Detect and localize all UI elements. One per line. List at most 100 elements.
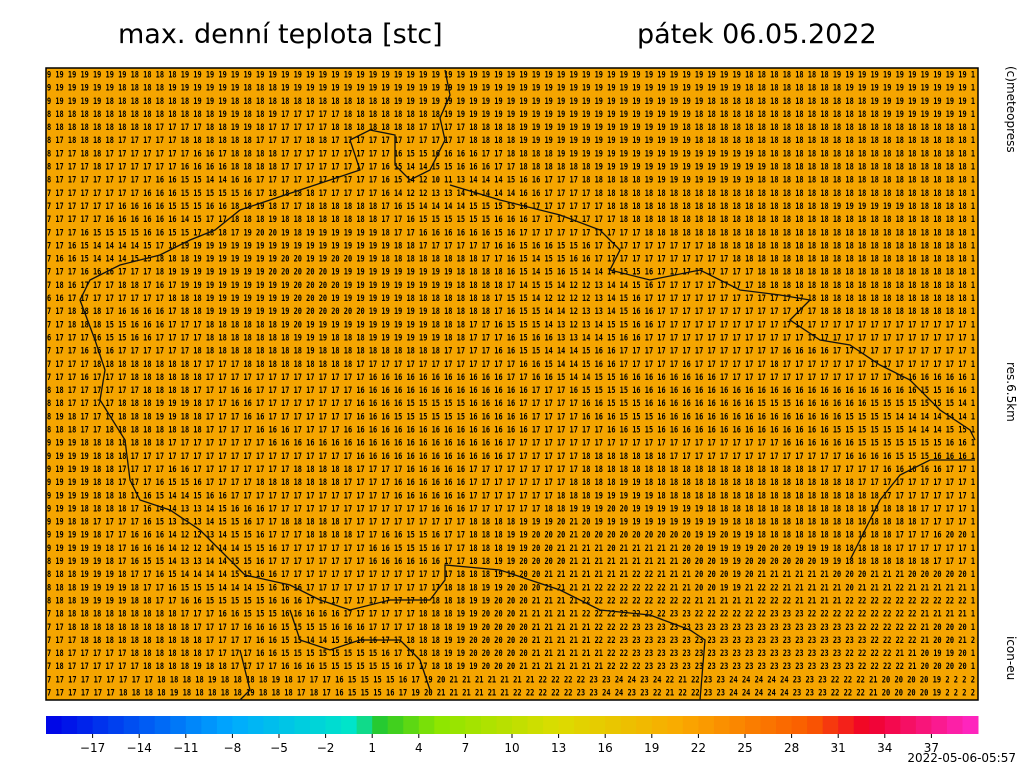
colorbar-cell bbox=[543, 716, 560, 734]
grid-row: 7 17 17 17 17 17 17 17 16 16 16 15 15 15… bbox=[47, 189, 975, 199]
grid-row: 8 17 17 17 18 17 17 17 17 17 17 16 16 16… bbox=[47, 163, 975, 173]
grid-row: 7 17 17 16 15 15 15 15 16 16 15 15 17 18… bbox=[47, 228, 975, 238]
grid-row: 9 19 18 18 17 17 17 17 16 15 13 13 13 14… bbox=[47, 518, 975, 528]
colorbar-cell bbox=[962, 716, 979, 734]
grid-row: 6 16 17 17 17 17 17 17 17 17 18 18 18 19… bbox=[47, 294, 975, 304]
colorbar-cell bbox=[139, 716, 156, 734]
colorbar-cell bbox=[61, 716, 78, 734]
colorbar-cell bbox=[512, 716, 529, 734]
colorbar-cell bbox=[838, 716, 855, 734]
side-label: icon-eu bbox=[1004, 636, 1018, 680]
grid-row: 7 17 17 17 17 17 18 18 18 18 19 18 18 18… bbox=[47, 689, 975, 699]
colorbar-cell bbox=[310, 716, 327, 734]
grid-row: 8 19 18 17 17 17 18 18 18 19 19 18 18 17… bbox=[47, 412, 975, 422]
colorbar-cell bbox=[403, 716, 420, 734]
tick-label: 25 bbox=[737, 741, 752, 755]
colorbar-cell bbox=[325, 716, 342, 734]
colorbar-cell bbox=[760, 716, 777, 734]
tick-label: −14 bbox=[127, 741, 152, 755]
tick-label: −5 bbox=[270, 741, 288, 755]
tick-label: 4 bbox=[415, 741, 423, 755]
colorbar-cell bbox=[822, 716, 839, 734]
colorbar-cell bbox=[574, 716, 591, 734]
tick-label: 34 bbox=[877, 741, 892, 755]
colorbar-cell bbox=[605, 716, 622, 734]
grid-row: 9 19 19 19 19 18 17 16 16 16 14 12 12 14… bbox=[47, 544, 975, 554]
grid-row: 7 17 17 16 17 17 17 18 18 18 18 18 18 17… bbox=[47, 373, 975, 383]
colorbar-cell bbox=[527, 716, 544, 734]
tick-label: −17 bbox=[80, 741, 105, 755]
colorbar-cell bbox=[915, 716, 932, 734]
tick-label: 19 bbox=[644, 741, 659, 755]
colorbar-cell bbox=[946, 716, 963, 734]
colorbar-cell bbox=[170, 716, 187, 734]
grid-row: 8 17 17 18 18 17 17 17 17 17 17 17 16 16… bbox=[47, 149, 975, 159]
colorbar-cell bbox=[931, 716, 948, 734]
colorbar-cell bbox=[636, 716, 653, 734]
colorbar-cell bbox=[807, 716, 824, 734]
colorbar-cell bbox=[900, 716, 917, 734]
colorbar-cell bbox=[372, 716, 389, 734]
grid-row: 7 17 18 18 18 15 15 16 16 16 17 17 17 18… bbox=[47, 320, 975, 330]
grid-row: 7 17 18 18 18 17 16 16 16 16 17 18 18 19… bbox=[47, 307, 975, 317]
tick-label: −2 bbox=[317, 741, 335, 755]
grid-row: 9 19 19 19 19 19 19 18 18 18 18 19 19 19… bbox=[47, 71, 975, 81]
border-line bbox=[79, 69, 706, 701]
colorbar-cell bbox=[496, 716, 513, 734]
tick-label: 28 bbox=[784, 741, 799, 755]
colorbar-cell bbox=[745, 716, 762, 734]
colorbar-cell bbox=[108, 716, 125, 734]
colorbar-cell bbox=[791, 716, 808, 734]
colorbar-cell bbox=[46, 716, 63, 734]
colorbar-cell bbox=[341, 716, 358, 734]
colorbar-cell bbox=[884, 716, 901, 734]
colorbar-cell bbox=[869, 716, 886, 734]
colorbar-cell bbox=[651, 716, 668, 734]
colorbar-cell bbox=[465, 716, 482, 734]
grid-row: 7 18 16 17 17 17 18 18 17 16 17 19 19 19… bbox=[47, 281, 975, 291]
grid-row: 9 19 19 19 19 18 18 18 18 18 18 18 19 19… bbox=[47, 97, 975, 107]
colorbar-cell bbox=[729, 716, 746, 734]
border-line bbox=[239, 609, 431, 701]
colorbar-cell bbox=[154, 716, 171, 734]
grid-row: 7 16 16 15 14 14 14 15 15 18 18 18 19 19… bbox=[47, 255, 975, 265]
grid-row: 8 18 18 18 18 18 18 18 18 17 17 17 17 18… bbox=[47, 123, 975, 133]
grid-row: 8 18 17 17 17 17 17 17 18 18 18 18 17 17… bbox=[47, 386, 975, 396]
colorbar-cell bbox=[232, 716, 249, 734]
colorbar-cell bbox=[263, 716, 280, 734]
colorbar-cell bbox=[682, 716, 699, 734]
tick-label: 31 bbox=[831, 741, 846, 755]
grid-row: 7 17 17 17 18 18 18 18 18 18 18 18 17 17… bbox=[47, 360, 975, 370]
colorbar-cell bbox=[92, 716, 109, 734]
grid-row: 8 18 18 19 19 19 19 18 18 17 17 16 16 15… bbox=[47, 596, 975, 606]
colorbar-cell bbox=[387, 716, 404, 734]
map-title: max. denní teplota [stc] bbox=[118, 19, 443, 50]
grid-row: 7 17 17 18 18 18 18 18 18 18 18 18 18 17… bbox=[47, 636, 975, 646]
border-line bbox=[849, 459, 975, 561]
colorbar-cell bbox=[294, 716, 311, 734]
grid-row: 7 17 17 17 17 16 16 16 16 16 16 14 15 17… bbox=[47, 215, 975, 225]
grid-row: 7 18 17 17 17 17 17 18 18 18 18 18 18 17… bbox=[47, 649, 975, 659]
tick-label: 1 bbox=[368, 741, 376, 755]
tick-label: 7 bbox=[462, 741, 470, 755]
border-line bbox=[449, 184, 976, 441]
colorbar-cell bbox=[776, 716, 793, 734]
grid-row: 9 19 19 19 18 18 18 17 16 15 14 14 15 16… bbox=[47, 491, 975, 501]
grid-row: 8 19 19 19 19 18 17 16 15 15 14 13 13 14… bbox=[47, 557, 975, 567]
colorbar: −17 −14 −11 −8 −5 −2 1 4 7 10 13 16 19 22 25 28 31 34 37 bbox=[46, 716, 979, 755]
colorbar-cell bbox=[434, 716, 451, 734]
colorbar-cell bbox=[449, 716, 466, 734]
grid-row: 9 19 19 19 18 17 17 16 16 16 14 12 12 13… bbox=[47, 531, 975, 541]
grid-row: 8 18 18 18 18 18 18 18 18 18 18 18 18 18… bbox=[47, 110, 975, 120]
grid-row: 6 17 17 17 16 15 15 16 16 17 17 17 17 18… bbox=[47, 333, 975, 343]
colorbar-cell bbox=[123, 716, 140, 734]
colorbar-cell bbox=[667, 716, 684, 734]
map-date: pátek 06.05.2022 bbox=[637, 19, 877, 50]
colorbar-cell bbox=[216, 716, 233, 734]
grid-row: 8 18 18 17 17 18 18 18 18 18 18 18 18 17… bbox=[47, 426, 975, 436]
colorbar-cell bbox=[418, 716, 435, 734]
colorbar-cell bbox=[247, 716, 264, 734]
tick-label: 10 bbox=[504, 741, 519, 755]
grid-row: 7 18 17 17 17 17 17 17 18 18 18 18 19 18… bbox=[47, 662, 975, 672]
tick-label: 37 bbox=[924, 741, 939, 755]
